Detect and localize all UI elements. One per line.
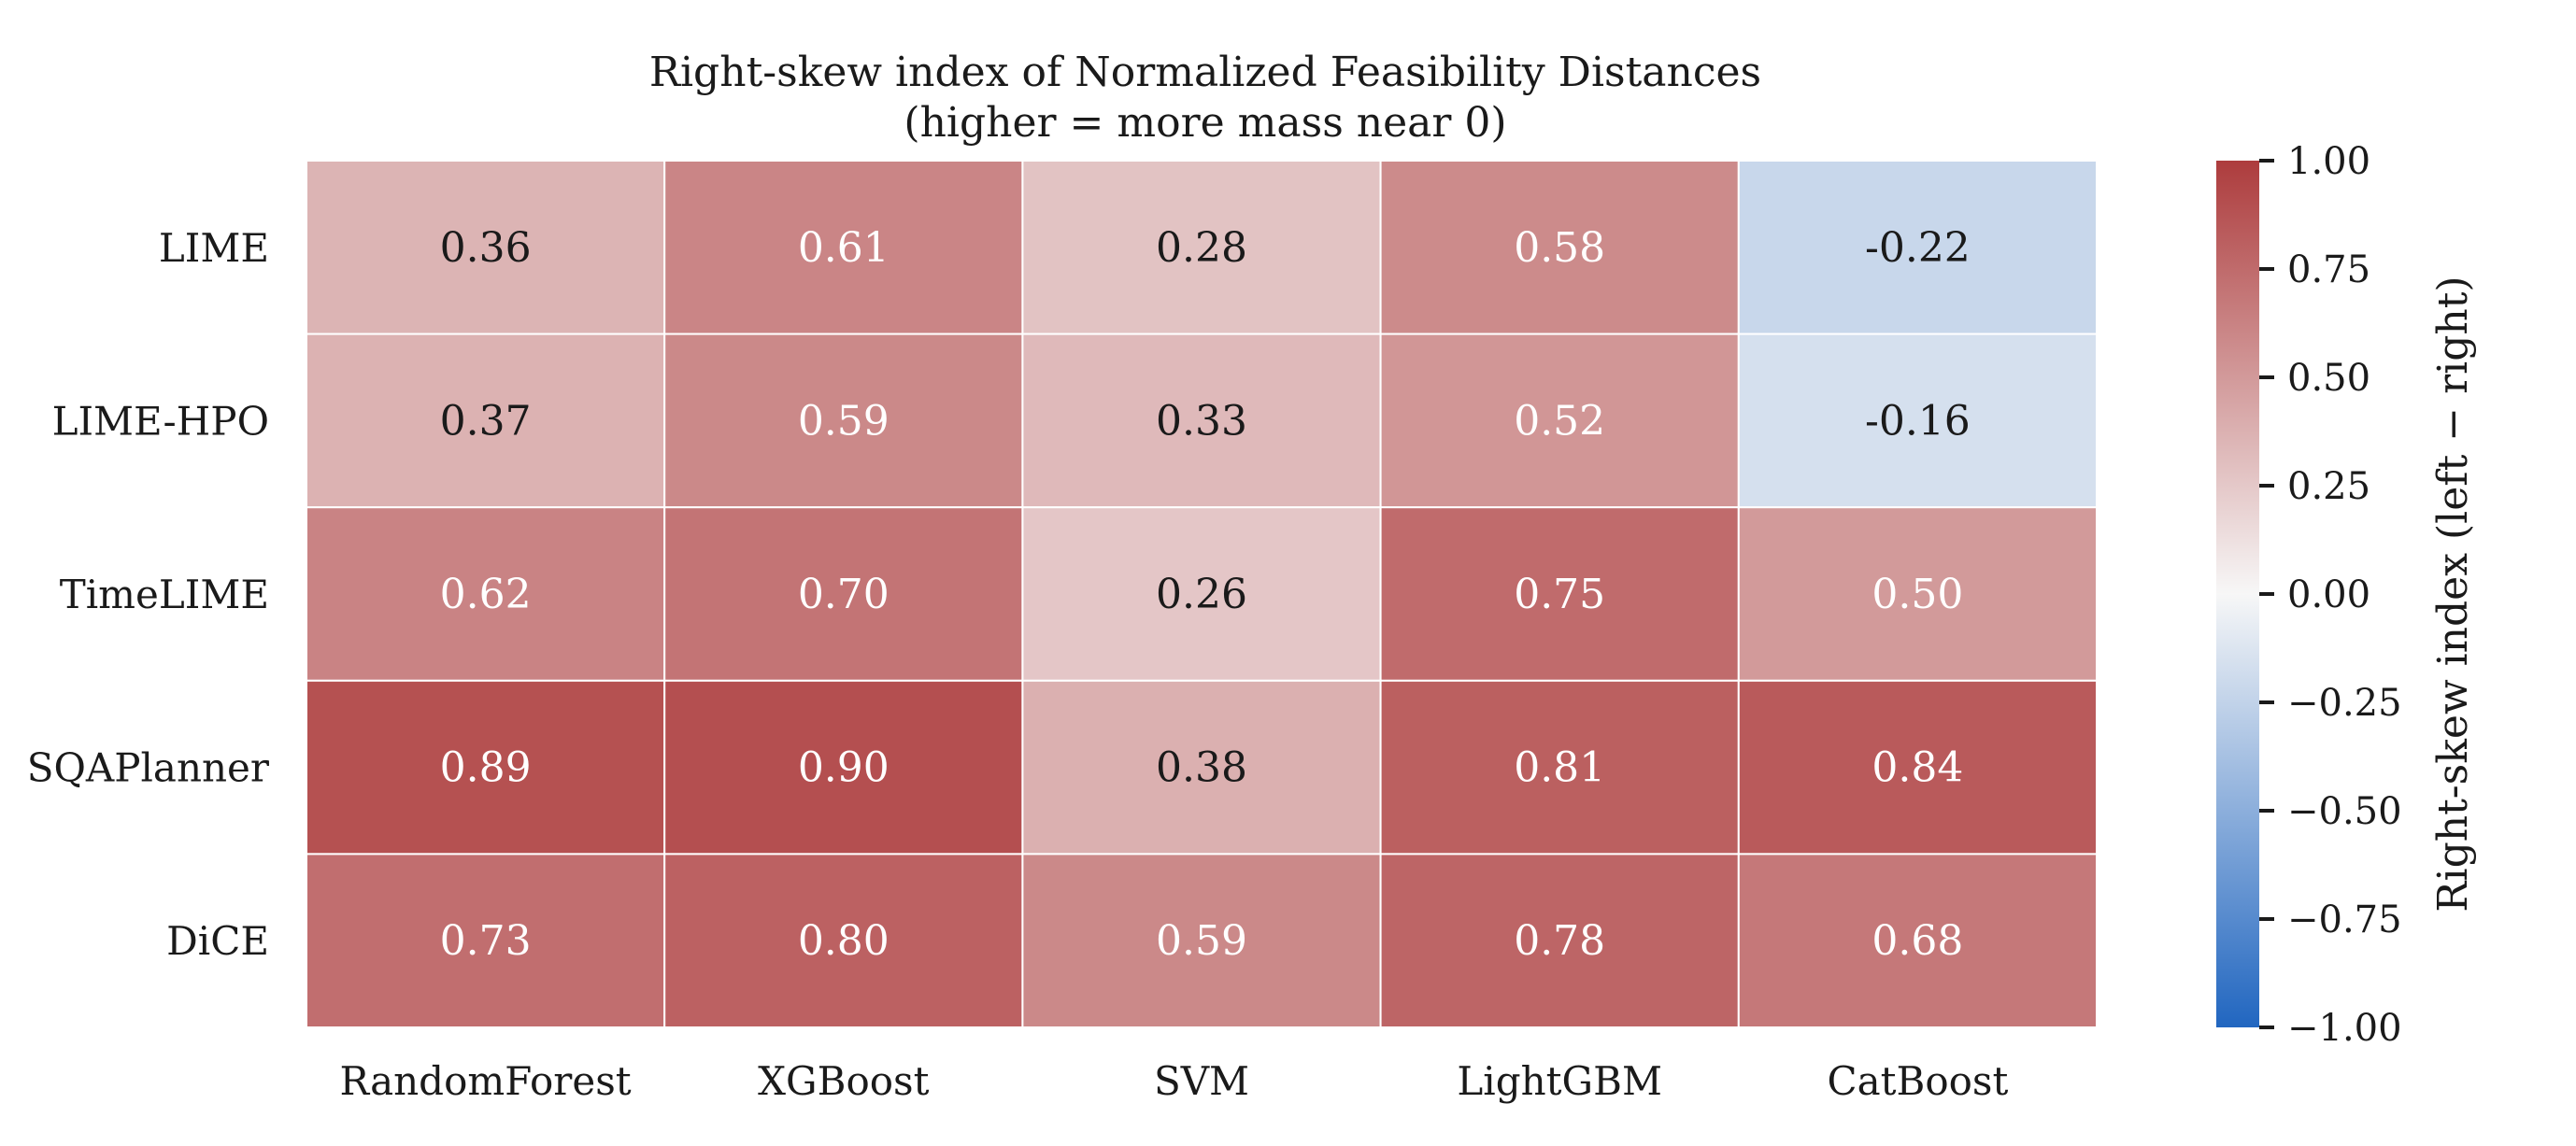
cell-value-label: 0.81 [1514,744,1605,792]
cell-value-label: 0.33 [1156,397,1247,445]
heatmap-cell [663,853,1024,1029]
colorbar-tick-label: −0.50 [2287,790,2402,833]
heatmap-cell [1737,506,2099,682]
heatmap-cell [663,679,1024,856]
heatmap-cell [1737,853,2099,1029]
colorbar-tick-label: −1.00 [2287,1007,2402,1050]
cell-value-label: 0.59 [1156,917,1247,965]
column-labels: RandomForest XGBoost SVM LightGBM CatBoost [340,1058,2009,1104]
cell-value-label: 0.50 [1872,571,1963,618]
heatmap-cell [1737,332,2099,509]
cell-value-label: 0.90 [798,744,890,792]
colorbar-label: Right-skew index (left − right) [2429,276,2477,912]
row-label: TimeLIME [60,572,269,617]
chart-title: Right-skew index of Normalized Feasibili… [649,49,1761,147]
heatmap-cells [306,160,2099,1029]
colorbar-tick-label: 0.75 [2287,248,2370,291]
cell-value-label: 0.78 [1514,917,1605,965]
cell-value-label: 0.80 [798,917,890,965]
row-labels: LIME LIME-HPO TimeLIME SQAPlanner DiCE [27,225,270,964]
heatmap-cell [663,160,1024,335]
column-label: XGBoost [758,1058,929,1104]
heatmap-cell [1737,679,2099,856]
column-label: RandomForest [340,1058,632,1104]
cell-value-label: 0.61 [798,224,890,272]
column-label: SVM [1154,1058,1249,1104]
cell-value-label: 0.36 [440,224,532,272]
cell-value-label: 0.68 [1872,917,1963,965]
colorbar-tick-label: 0.50 [2287,357,2370,400]
cell-value-label: 0.59 [798,397,890,445]
heatmap-cell [1021,853,1382,1029]
colorbar: 1.00 0.75 0.50 0.25 0.00 −0.25 −0.50 −0.75 −1.00 [2216,140,2402,1050]
cell-value-label: 0.58 [1514,224,1605,272]
column-label: LightGBM [1457,1058,1662,1104]
column-label: CatBoost [1827,1058,2008,1104]
heatmap-cell-labels: 0.36 0.61 0.28 0.58 -0.22 0.37 0.59 0.33 0.52 -0.… [440,224,1971,965]
heatmap-cell [663,506,1024,682]
heatmap-cell [1021,160,1382,335]
row-label: DiCE [166,918,269,964]
colorbar-tick-label: 0.00 [2287,573,2370,616]
cell-value-label: 0.37 [440,397,532,445]
cell-value-label: 0.52 [1514,397,1605,445]
cell-value-label: -0.22 [1865,224,1971,272]
colorbar-tick-label: 0.25 [2287,465,2370,508]
heatmap-cell [1379,679,1740,856]
heatmap-cell [1379,506,1740,682]
heatmap-cell [1021,332,1382,509]
heatmap-cell [306,679,666,856]
colorbar-gradient [2216,161,2259,1027]
cell-value-label: 0.62 [440,571,532,618]
colorbar-tick-label: 1.00 [2287,140,2370,183]
heatmap-cell [1021,506,1382,682]
cell-value-label: 0.26 [1156,571,1247,618]
row-label: SQAPlanner [27,745,270,791]
heatmap-cell [1737,160,2099,335]
cell-value-label: 0.73 [440,917,532,965]
heatmap-cell [306,160,666,335]
cell-value-label: 0.28 [1156,224,1247,272]
row-label: LIME [159,225,269,271]
heatmap-cell [1021,679,1382,856]
row-label: LIME-HPO [52,398,269,444]
cell-value-label: 0.70 [798,571,890,618]
cell-value-label: 0.84 [1872,744,1963,792]
cell-value-label: 0.75 [1514,571,1605,618]
heatmap-cell [306,853,666,1029]
colorbar-tick-label: −0.75 [2287,898,2402,941]
cell-value-label: 0.38 [1156,744,1247,792]
chart-title-line-2: (higher = more mass near 0) [904,99,1506,147]
cell-value-label: -0.16 [1865,397,1971,445]
heatmap-cell [306,332,666,509]
colorbar-tick-label: −0.25 [2287,682,2402,725]
chart-title-line-1: Right-skew index of Normalized Feasibili… [649,49,1761,96]
cell-value-label: 0.89 [440,744,532,792]
heatmap-cell [1379,160,1740,335]
